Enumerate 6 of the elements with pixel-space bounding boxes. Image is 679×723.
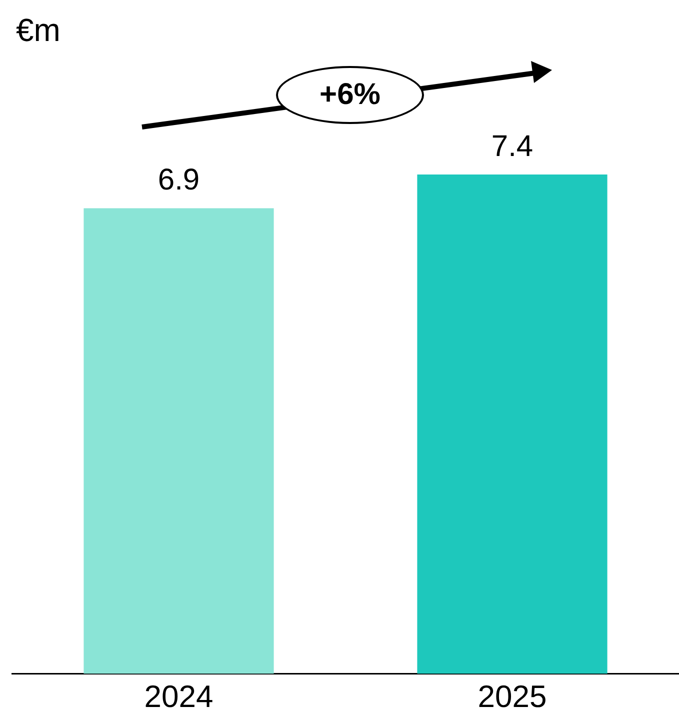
- data-label: 7.4: [491, 130, 534, 163]
- x-tick-label: 2025: [478, 678, 547, 714]
- data-label: 6.9: [158, 163, 200, 196]
- y-axis-title: €m: [16, 12, 60, 48]
- x-tick-label: 2024: [144, 678, 214, 714]
- text: +6%: [276, 66, 424, 124]
